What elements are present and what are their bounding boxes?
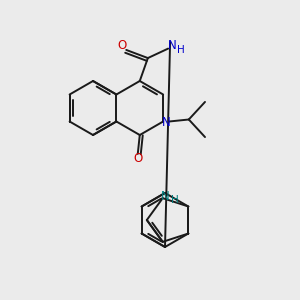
- Text: O: O: [118, 40, 127, 52]
- Text: H: H: [177, 45, 185, 55]
- Text: N: N: [161, 190, 170, 203]
- Text: N: N: [168, 39, 176, 52]
- Text: N: N: [162, 116, 170, 129]
- Text: O: O: [133, 152, 142, 165]
- Text: H: H: [171, 195, 178, 205]
